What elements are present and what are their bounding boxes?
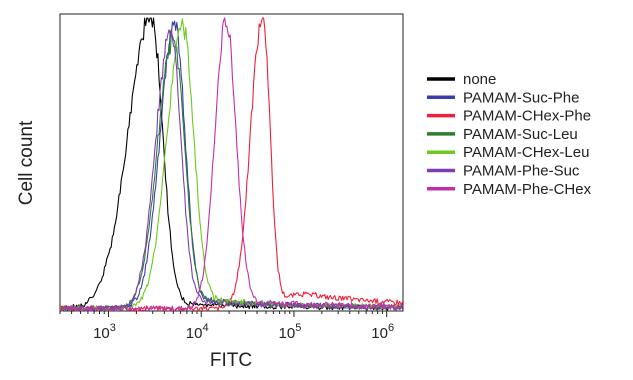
legend-label: PAMAM-CHex-Phe <box>463 108 591 125</box>
x-tick-label-base: 10 <box>186 325 203 342</box>
x-tick-label-exponent: 5 <box>295 322 301 334</box>
legend-label: PAMAM-CHex-Leu <box>463 144 589 161</box>
series-line-7 <box>59 17 404 312</box>
x-tick-label: 106 <box>371 322 394 342</box>
histogram-curves <box>59 17 404 312</box>
x-tick-label-exponent: 6 <box>388 322 394 334</box>
x-tick-label-base: 10 <box>371 325 388 342</box>
legend-label: PAMAM-Phe-Suc <box>463 163 580 180</box>
y-axis-label: Cell count <box>16 120 37 205</box>
plot-frame <box>59 13 404 312</box>
series-line-6 <box>59 29 404 312</box>
x-tick-label-base: 10 <box>279 325 296 342</box>
series-line-4 <box>59 33 404 312</box>
x-tick-label-exponent: 3 <box>110 322 116 334</box>
legend-label: none <box>463 71 496 88</box>
x-tick-label-exponent: 4 <box>202 322 208 334</box>
legend-label: PAMAM-Phe-CHex <box>463 181 592 198</box>
legend-label: PAMAM-Suc-Leu <box>463 126 578 143</box>
legend-label: PAMAM-Suc-Phe <box>463 89 579 106</box>
x-tick-label-base: 10 <box>93 325 110 342</box>
x-axis: 103 104 105 106 <box>59 311 394 342</box>
x-tick-label: 104 <box>186 322 209 342</box>
x-tick-label: 103 <box>93 322 116 342</box>
x-tick-label: 105 <box>279 322 302 342</box>
x-axis-label: FITC <box>210 350 252 371</box>
